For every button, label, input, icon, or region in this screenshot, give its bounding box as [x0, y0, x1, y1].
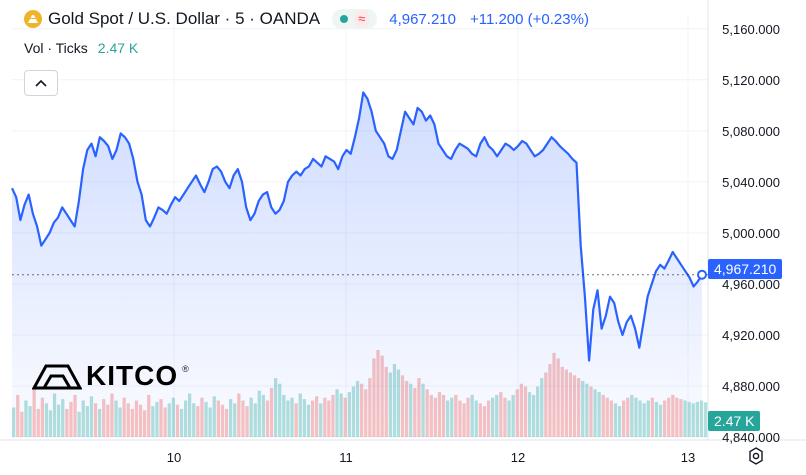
- x-tick-label: 12: [511, 450, 525, 465]
- collapse-legend-button[interactable]: [24, 70, 58, 96]
- volume-legend: Vol · Ticks 2.47 K: [24, 40, 138, 56]
- last-price-tag: 4,967.210: [708, 259, 783, 279]
- price-area: [12, 92, 702, 437]
- current-price: 4,967.210: [389, 10, 456, 28]
- x-tick-label: 11: [339, 450, 353, 465]
- y-tick-label: 5,080.000: [722, 124, 780, 139]
- symbol-title[interactable]: Gold Spot / U.S. Dollar · 5 · OANDA: [48, 9, 321, 28]
- y-tick-label: 5,160.000: [722, 22, 780, 37]
- kitco-watermark: KITCO ®: [32, 360, 189, 392]
- market-status-pill[interactable]: ≈: [332, 9, 378, 29]
- x-tick-label: 13: [681, 450, 695, 465]
- kitco-logo-icon: [32, 364, 82, 390]
- y-tick-label: 5,000.000: [722, 226, 780, 241]
- volume-tag: 2.47 K: [708, 411, 761, 431]
- volume-label[interactable]: Vol · Ticks: [24, 40, 88, 56]
- y-tick-label: 4,880.000: [722, 379, 780, 394]
- chart-header: Gold Spot / U.S. Dollar · 5 · OANDA ≈ 4,…: [24, 8, 589, 30]
- market-open-icon: [340, 15, 349, 23]
- time-axis[interactable]: 10 11 12 13: [167, 450, 695, 465]
- price-axis[interactable]: 5,160.000 5,120.000 5,080.000 5,040.000 5,00…: [722, 22, 780, 445]
- y-tick-label: 4,960.000: [722, 277, 780, 292]
- y-tick-label: 5,120.000: [722, 73, 780, 88]
- volume-value: 2.47 K: [97, 40, 139, 56]
- volume-bar: [703, 402, 708, 437]
- settings-gear-icon[interactable]: [746, 446, 766, 466]
- y-tick-label: 5,040.000: [722, 175, 780, 190]
- x-tick-label: 10: [167, 450, 181, 465]
- y-tick-label: 4,920.000: [722, 328, 780, 343]
- last-price-marker: [697, 269, 707, 280]
- chevron-up-icon: [35, 79, 47, 87]
- wave-icon: ≈: [354, 11, 370, 27]
- price-change: +11.200 (+0.23%): [469, 10, 589, 28]
- gold-symbol-icon: [24, 10, 42, 28]
- y-tick-label: 4,840.000: [722, 430, 780, 445]
- price-line: [11, 91, 703, 362]
- kitco-wordmark: KITCO: [86, 360, 179, 391]
